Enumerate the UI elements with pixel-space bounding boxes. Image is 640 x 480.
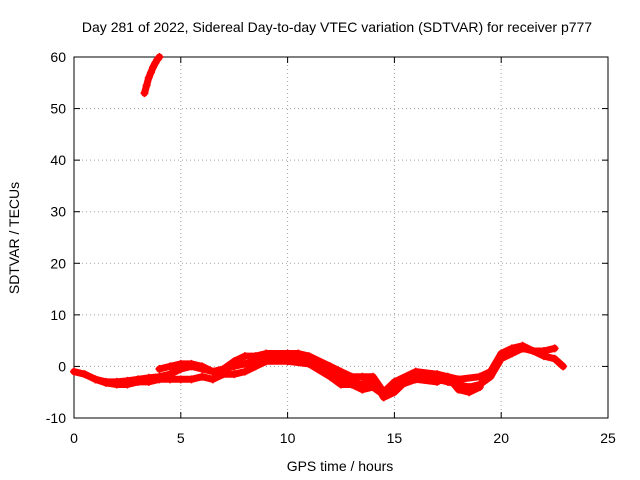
data-point: [112, 380, 121, 389]
data-point: [230, 370, 239, 379]
data-point: [187, 359, 196, 368]
tick-layer: [73, 56, 609, 419]
data-point: [155, 375, 164, 384]
data-point: [475, 372, 484, 381]
y-tick-label: 20: [50, 255, 66, 271]
x-tick-labels: 0 5 10 15 20 25: [70, 430, 616, 446]
y-axis-label: SDTVAR / TECUs: [6, 182, 22, 294]
data-point: [539, 346, 548, 355]
series-sdtvar-lower: [91, 357, 484, 399]
y-tick-label: 50: [50, 101, 66, 117]
data-point: [550, 344, 559, 353]
plot-frame: [73, 56, 609, 419]
y-tick-label: -10: [46, 410, 66, 426]
data-point: [240, 359, 249, 368]
data-point: [411, 375, 420, 384]
data-point: [198, 362, 207, 371]
y-tick-label: 10: [50, 307, 66, 323]
data-point: [208, 367, 217, 376]
data-point: [198, 372, 207, 381]
data-point: [240, 367, 249, 376]
data-point: [149, 63, 158, 72]
data-point: [187, 375, 196, 384]
data-point: [304, 359, 313, 368]
data-point: [390, 377, 399, 386]
chart-title: Day 281 of 2022, Sidereal Day-to-day VTE…: [82, 19, 592, 35]
data-point: [80, 370, 89, 379]
data-point: [529, 346, 538, 355]
data-point: [240, 352, 249, 361]
data-point: [337, 380, 345, 389]
data-point: [454, 375, 463, 384]
data-point: [123, 380, 132, 389]
x-tick-label: 20: [493, 430, 509, 446]
data-point: [283, 357, 292, 366]
data-point: [347, 380, 356, 389]
data-point: [230, 357, 239, 366]
data-point: [369, 383, 378, 392]
data-point: [70, 367, 78, 376]
data-point: [358, 372, 367, 381]
data-point: [347, 372, 356, 381]
data-point: [283, 349, 292, 358]
x-tick-label: 0: [70, 430, 78, 446]
data-point: [326, 362, 335, 371]
data-layer: [70, 53, 568, 402]
y-tick-label: 30: [50, 204, 66, 220]
y-tick-label: 60: [50, 49, 66, 65]
data-point: [176, 375, 185, 384]
data-point: [411, 367, 420, 376]
x-tick-label: 15: [387, 430, 403, 446]
series-arc-high: [140, 53, 164, 98]
data-point: [465, 388, 474, 397]
data-point: [550, 354, 559, 363]
data-point: [379, 388, 388, 397]
data-point: [433, 377, 442, 386]
data-point: [208, 375, 217, 384]
data-point: [155, 365, 164, 374]
series-sdtvar-upper: [155, 341, 559, 397]
data-point: [251, 352, 260, 361]
data-point: [358, 385, 367, 394]
data-point: [262, 357, 271, 366]
x-axis-label: GPS time / hours: [287, 458, 394, 474]
x-tick-label: 25: [600, 430, 616, 446]
data-point: [497, 349, 506, 358]
data-point: [102, 378, 111, 387]
y-tick-labels: -10 0 10 20 30 40 50 60: [46, 49, 66, 426]
x-tick-label: 10: [280, 430, 296, 446]
x-tick-label: 5: [177, 430, 185, 446]
data-point: [166, 362, 175, 371]
y-tick-label: 0: [58, 358, 66, 374]
data-point: [262, 349, 271, 358]
data-point: [219, 365, 228, 374]
data-point: [518, 341, 527, 350]
data-point: [486, 367, 495, 376]
data-point: [369, 372, 378, 381]
y-tick-label: 40: [50, 152, 66, 168]
data-point: [294, 349, 303, 358]
data-point: [475, 383, 484, 392]
data-point: [251, 362, 260, 371]
data-point: [144, 377, 153, 386]
data-point: [140, 89, 149, 98]
data-point: [559, 362, 568, 371]
data-point: [454, 385, 463, 394]
data-point: [507, 344, 516, 353]
data-point: [337, 367, 345, 376]
data-point: [433, 370, 442, 379]
data-point: [142, 81, 151, 90]
data-point: [166, 375, 175, 384]
data-point: [91, 375, 100, 384]
data-point: [155, 53, 164, 61]
data-point: [176, 359, 185, 368]
data-point: [146, 68, 155, 77]
data-point: [326, 372, 335, 381]
data-point: [144, 73, 153, 82]
data-point: [304, 352, 313, 361]
data-point: [134, 377, 143, 386]
